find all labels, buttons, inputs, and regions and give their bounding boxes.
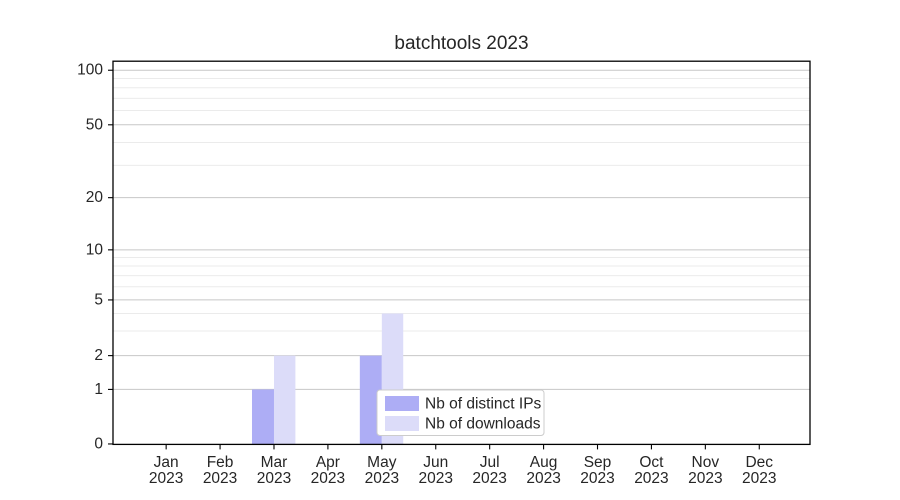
svg-text:0: 0 — [94, 435, 103, 452]
svg-text:Jan: Jan — [154, 454, 179, 471]
svg-text:Jul: Jul — [480, 454, 500, 471]
svg-text:batchtools 2023: batchtools 2023 — [394, 33, 528, 54]
svg-text:Dec: Dec — [745, 454, 773, 471]
svg-text:50: 50 — [86, 116, 104, 133]
svg-text:2023: 2023 — [634, 470, 668, 487]
svg-text:Mar: Mar — [261, 454, 288, 471]
svg-text:Nov: Nov — [692, 454, 720, 471]
svg-text:2023: 2023 — [472, 470, 506, 487]
svg-text:2023: 2023 — [580, 470, 614, 487]
svg-text:2023: 2023 — [742, 470, 776, 487]
svg-text:2023: 2023 — [311, 470, 345, 487]
svg-text:10: 10 — [86, 241, 104, 258]
svg-text:May: May — [367, 454, 397, 471]
svg-text:Aug: Aug — [530, 454, 558, 471]
svg-text:Oct: Oct — [639, 454, 664, 471]
svg-text:2023: 2023 — [688, 470, 722, 487]
svg-text:2: 2 — [94, 347, 103, 364]
svg-text:Nb of distinct IPs: Nb of distinct IPs — [425, 396, 542, 413]
svg-text:2023: 2023 — [419, 470, 453, 487]
svg-text:5: 5 — [94, 291, 103, 308]
svg-text:2023: 2023 — [257, 470, 291, 487]
svg-text:Nb of downloads: Nb of downloads — [425, 416, 541, 433]
svg-text:Apr: Apr — [316, 454, 340, 471]
svg-text:1: 1 — [94, 381, 103, 398]
svg-text:2023: 2023 — [365, 470, 399, 487]
svg-text:Feb: Feb — [207, 454, 234, 471]
svg-text:Sep: Sep — [584, 454, 612, 471]
svg-text:2023: 2023 — [203, 470, 237, 487]
svg-text:Jun: Jun — [423, 454, 448, 471]
svg-text:100: 100 — [77, 62, 103, 79]
svg-text:2023: 2023 — [149, 470, 183, 487]
svg-text:20: 20 — [86, 189, 104, 206]
svg-text:2023: 2023 — [526, 470, 560, 487]
